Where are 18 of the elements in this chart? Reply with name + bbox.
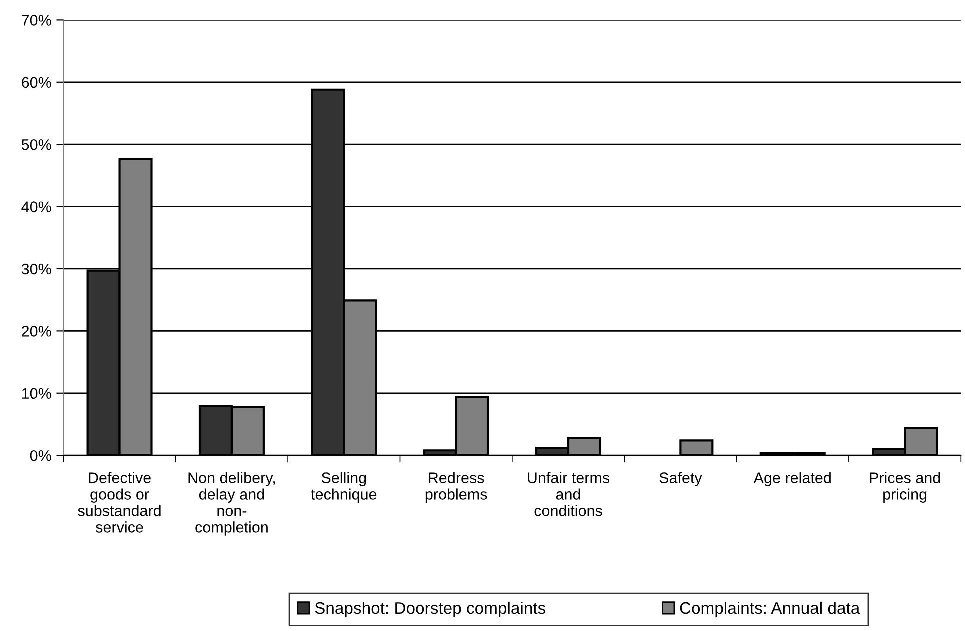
x-tick-label: Selling technique (311, 472, 377, 503)
x-tick-label: Age related (754, 472, 831, 486)
legend-label: Complaints: Annual data (680, 602, 860, 618)
y-tick-label: 50% (22, 139, 52, 150)
y-tick-label: 10% (22, 388, 52, 400)
y-tick-label: 0% (30, 450, 52, 462)
x-tick-label: Unfair terms and conditions (528, 472, 610, 516)
x-tick-label: Redress problems (426, 472, 488, 503)
y-tick-label: 70% (22, 15, 52, 26)
x-tick-label: Defective goods or substandard service (78, 472, 161, 533)
y-tick-label: 30% (22, 264, 52, 275)
y-tick-label: 40% (22, 202, 52, 212)
y-tick-label: 60% (22, 77, 52, 88)
x-tick-label: Prices and pricing (870, 472, 940, 503)
legend-label: Snapshot: Doorstep complaints (315, 602, 546, 618)
x-tick-label: Safety (660, 472, 702, 486)
x-tick-label: Non delibery, delay and non- completion (188, 472, 276, 536)
y-tick-label: 20% (22, 326, 52, 337)
